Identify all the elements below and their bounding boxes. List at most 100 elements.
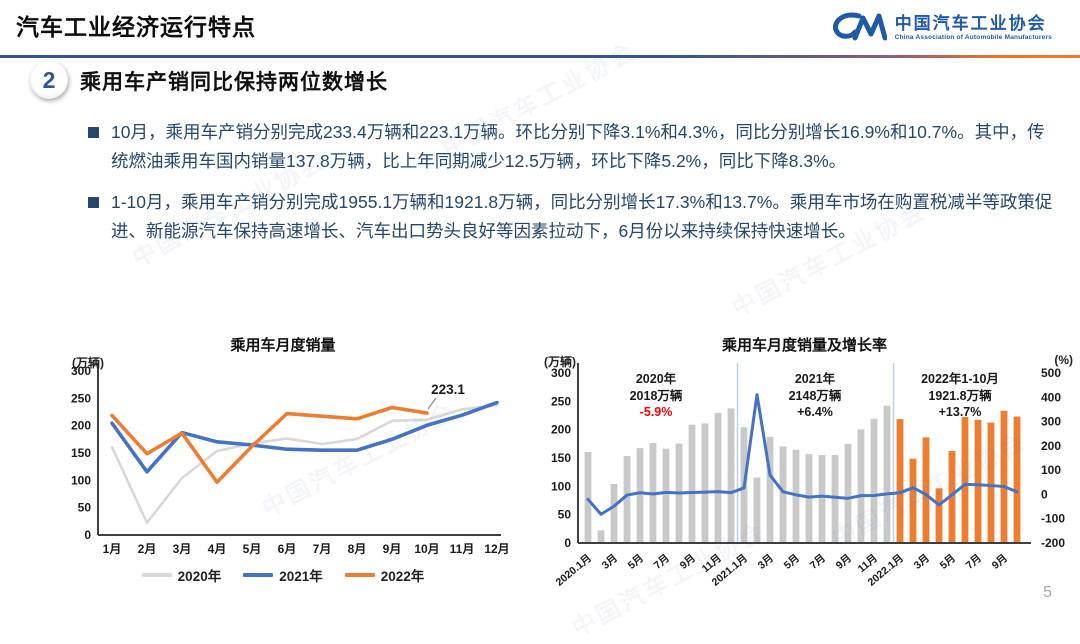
x-tick-label: 9月 — [990, 552, 1010, 572]
legend-item-2021年: 2021年 — [243, 565, 323, 585]
sales-bars — [584, 405, 1021, 543]
right-chart-title: 乘用车月度销量及增长率 — [721, 337, 887, 354]
logo-name-en: China Association of Automobile Manufact… — [894, 33, 1052, 41]
svg-text:200: 200 — [71, 419, 91, 433]
growth-rate-line — [586, 393, 1019, 516]
section-number-badge: 2 — [30, 61, 68, 99]
left-chart-legend: 2020年 2021年 2022年 — [58, 565, 508, 585]
svg-text:6月: 6月 — [278, 542, 297, 556]
page-title: 汽车工业经济运行特点 — [16, 14, 256, 40]
x-tick-label: 2020.1月 — [554, 552, 594, 589]
caam-logo-icon — [832, 12, 887, 41]
bar-2020年销量 — [727, 408, 735, 543]
bar-2020年销量 — [688, 424, 696, 543]
bar-2020年销量 — [636, 448, 644, 543]
legend-label: 2021年 — [279, 569, 323, 584]
caam-logo: 中国汽车工业协会 China Association of Automobile… — [829, 8, 1052, 48]
right-chart-left-unit-label: (万辆) — [544, 355, 576, 369]
bar-2021年销量 — [766, 436, 774, 543]
svg-text:50: 50 — [558, 508, 572, 522]
x-tick-label: 3月 — [756, 552, 776, 572]
header-divider — [0, 55, 1080, 58]
bar-2020年销量 — [584, 451, 592, 543]
bar-2021年销量 — [818, 455, 826, 543]
svg-text:4月: 4月 — [208, 542, 227, 556]
svg-text:150: 150 — [551, 451, 571, 465]
x-tick-label: 3月 — [600, 552, 620, 572]
legend-swatch — [243, 573, 274, 577]
left-chart-title: 乘用车月度销量 — [230, 337, 336, 354]
svg-text:0: 0 — [84, 528, 91, 542]
bullet-text: 10月，乘用车产销分别完成233.4万辆和223.1万辆。环比分别下降3.1%和… — [111, 122, 1045, 171]
x-tick-label: 5月 — [782, 552, 802, 572]
x-tick-label: 9月 — [834, 552, 854, 572]
svg-text:-200: -200 — [1041, 536, 1065, 550]
left-chart-canvas: 0 50 100 150 200 250 300 1月 2月 3月 4月 5月 6月 7月 8月 9月 10月 1… — [71, 363, 508, 556]
svg-text:300: 300 — [551, 366, 571, 380]
svg-text:50: 50 — [78, 501, 92, 515]
svg-text:0: 0 — [564, 536, 571, 550]
bar-2021年销量 — [779, 446, 787, 543]
svg-text:200: 200 — [1041, 439, 1061, 453]
bar-2022年销量 — [974, 419, 982, 543]
bar-2021年销量 — [844, 443, 852, 543]
bar-2022年销量 — [1013, 416, 1021, 543]
right-chart-canvas: 0 50 100 150 200 250 300 -200 -100 0 100 200 300 400 5… — [551, 363, 1065, 589]
svg-text:250: 250 — [551, 394, 571, 408]
svg-text:-100: -100 — [1041, 512, 1065, 526]
bullet-list: 10月，乘用车产销分别完成233.4万辆和223.1万辆。环比分别下降3.1%和… — [88, 118, 1053, 258]
legend-label: 2020年 — [177, 569, 222, 584]
svg-text:7月: 7月 — [313, 542, 332, 556]
legend-item-2020年: 2020年 — [141, 565, 222, 585]
x-tick-label: 7月 — [964, 552, 984, 572]
svg-text:100: 100 — [1041, 463, 1061, 477]
left-chart-unit-label: (万辆) — [72, 356, 104, 370]
bar-2020年销量 — [610, 483, 618, 543]
svg-text:100: 100 — [71, 473, 91, 487]
page-number: 5 — [1043, 584, 1052, 601]
bullet-text: 1-10月，乘用车产销分别完成1955.1万辆和1921.8万辆，同比分别增长1… — [111, 192, 1053, 241]
svg-text:9月: 9月 — [383, 542, 402, 556]
bar-2021年销量 — [857, 429, 865, 543]
bar-2020年销量 — [714, 412, 722, 543]
legend-swatch — [141, 573, 172, 577]
x-tick-label: 3月 — [912, 552, 932, 572]
bar-2022年销量 — [909, 458, 917, 543]
svg-text:150: 150 — [71, 446, 91, 460]
bar-2020年销量 — [701, 423, 709, 543]
svg-text:400: 400 — [1041, 390, 1061, 404]
bar-2020年销量 — [597, 530, 605, 543]
logo-name-cn: 中国汽车工业协会 — [894, 14, 1047, 34]
bar-2022年销量 — [987, 422, 995, 543]
svg-text:10月: 10月 — [414, 542, 439, 556]
svg-text:0: 0 — [1041, 487, 1048, 501]
bar-2020年销量 — [623, 455, 631, 543]
sales-line-2021年 — [110, 400, 499, 474]
legend-swatch — [344, 573, 375, 577]
bullet-square-icon — [88, 197, 99, 209]
slide: 汽车工业经济运行特点 中国汽车工业协会 China Association of… — [0, 8, 1080, 643]
svg-text:8月: 8月 — [348, 542, 367, 556]
bullet-square-icon — [88, 127, 99, 138]
bar-2021年销量 — [870, 418, 878, 543]
bar-2022年销量 — [948, 451, 956, 543]
x-tick-label: 5月 — [626, 552, 646, 572]
svg-text:200: 200 — [551, 423, 571, 437]
bar-2021年销量 — [831, 455, 839, 543]
svg-text:12月: 12月 — [484, 542, 508, 556]
bar-2022年销量 — [935, 488, 943, 543]
left-chart: 乘用车月度销量 (万辆) 0 50 100 150 200 250 300 1月 2月 3月 4月 5… — [58, 334, 508, 600]
legend-label: 2022年 — [380, 569, 425, 584]
bar-2022年销量 — [961, 417, 969, 543]
bullet-item: 10月，乘用车产销分别完成233.4万辆和223.1万辆。环比分别下降3.1%和… — [88, 118, 1053, 175]
x-tick-label: 9月 — [678, 552, 698, 572]
svg-text:2月: 2月 — [138, 542, 157, 556]
svg-text:1月: 1月 — [103, 542, 122, 556]
sales-line-2020年 — [110, 403, 499, 525]
svg-text:300: 300 — [71, 364, 91, 378]
svg-text:100: 100 — [551, 479, 571, 493]
section-heading: 乘用车产销同比保持两位数增长 — [80, 71, 388, 94]
right-chart: 乘用车月度销量及增长率 (万辆) (%) 0 50 100 150 200 250 300-… — [532, 334, 1077, 602]
svg-text:300: 300 — [1041, 415, 1061, 429]
x-tick-label: 7月 — [808, 552, 828, 572]
